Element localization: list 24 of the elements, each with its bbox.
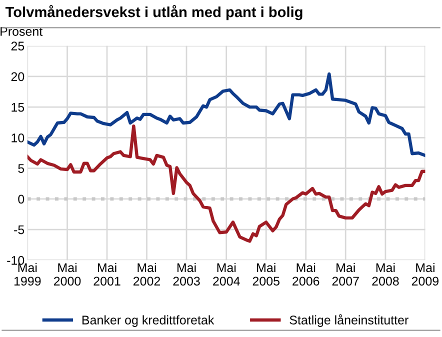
x-tick-label: Mai 2004 [213,262,240,286]
x-tick-label: Mai 2000 [54,262,81,286]
y-tick-label: 5 [18,164,24,173]
x-tick-label: Mai 2009 [412,262,439,286]
x-tick-label: Mai 2006 [292,262,320,286]
x-tick-label: Mai 2002 [133,262,160,286]
y-axis-title: Prosent [0,27,43,36]
chart-title: Tolvmånedersvekst i utlån med pant i bolig [5,5,302,20]
y-tick-label: -10 [7,256,24,265]
y-tick-label: 10 [12,133,24,142]
y-tick-label: 20 [11,72,24,82]
y-tick-label: -5 [14,225,24,234]
x-tick-label: Mai 2005 [252,262,280,286]
x-tick-label: Mai 2003 [173,262,200,286]
legend-label: Banker og kredittforetak [82,315,214,327]
y-tick-label: 0 [18,194,24,204]
line-series [27,72,426,158]
legend-label: Statlige låneinstitutter [290,314,408,327]
x-tick-label: Mai 2001 [94,262,120,286]
y-tick-label: 25 [11,42,24,50]
x-tick-label: Mai 2007 [332,262,359,286]
line-series [27,124,426,243]
y-tick-label: 15 [12,103,24,112]
x-tick-label: Mai 2008 [372,262,399,286]
